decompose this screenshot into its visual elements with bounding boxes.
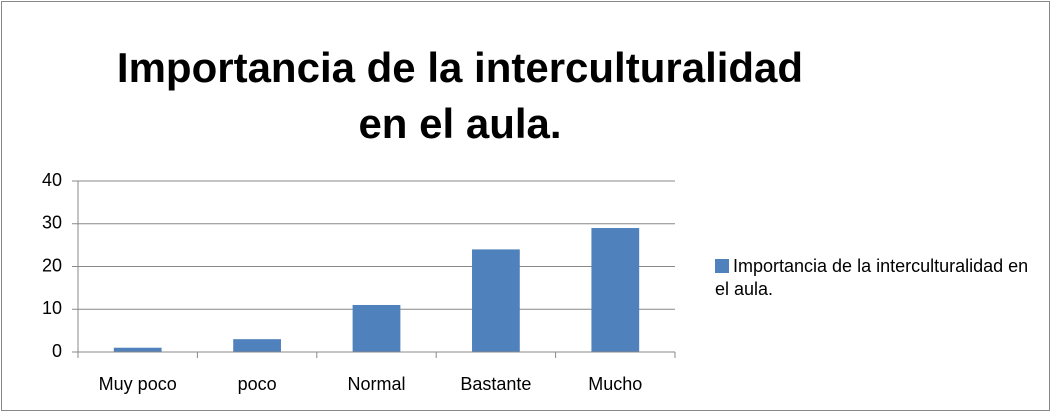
- bar: [233, 339, 281, 352]
- bar: [472, 249, 520, 352]
- y-tick-label: 20: [42, 255, 62, 275]
- y-tick-label: 40: [42, 170, 62, 190]
- y-tick-label: 30: [42, 213, 62, 233]
- bar: [113, 347, 162, 352]
- x-tick-label: poco: [238, 374, 277, 394]
- bar: [591, 228, 640, 352]
- y-tick-label: 0: [52, 341, 62, 361]
- x-tick-label: Normal: [347, 374, 405, 394]
- x-tick-label: Mucho: [588, 374, 642, 394]
- x-tick-label: Bastante: [460, 374, 531, 394]
- chart-title: Importancia de la interculturalidad en e…: [116, 44, 804, 147]
- bar: [352, 304, 401, 352]
- y-tick-label: 10: [42, 298, 62, 318]
- legend-label: Importancia de la interculturalidad en e…: [715, 256, 1029, 299]
- x-tick-label: Muy poco: [99, 374, 177, 394]
- legend-key: [715, 259, 729, 273]
- legend: Importancia de la interculturalidad en e…: [715, 255, 1045, 301]
